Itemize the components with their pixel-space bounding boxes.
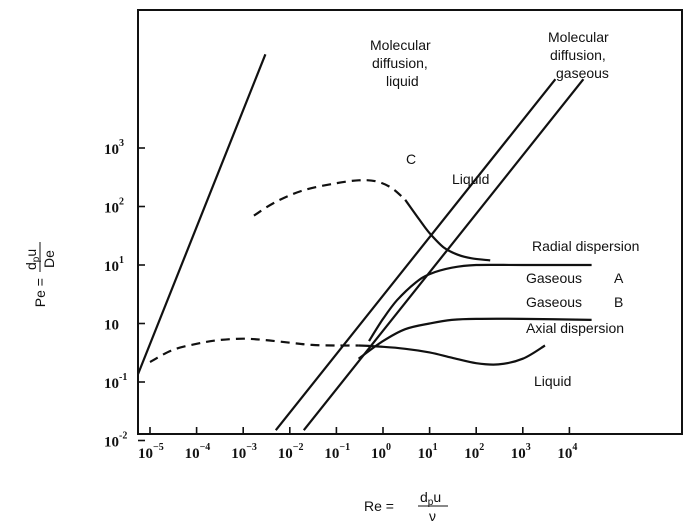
y-tick-labels: 103 102 101 10 10-1 10-2 [104, 138, 127, 451]
annotation-mol-liquid-1: Molecular [370, 37, 431, 53]
curve-axial-gaseous [357, 317, 592, 360]
annotation-mol-liquid-2: diffusion, [372, 55, 428, 71]
curve-axial-liquid [149, 337, 359, 363]
plot-frame [137, 9, 683, 435]
x-tick-label-5: 100 [371, 442, 391, 462]
x-tick-label-3: 10−2 [278, 442, 304, 462]
annotations: Molecular diffusion, liquid Molecular diffus… [370, 29, 639, 389]
x-tick-label-9: 104 [557, 442, 577, 462]
curves [138, 53, 592, 431]
x-tick-label-1: 10−4 [185, 442, 211, 462]
y-label-numerator: dpu [23, 249, 42, 270]
x-tick-label-2: 10−3 [231, 442, 257, 462]
annotation-mol-liquid-3: liquid [386, 73, 419, 89]
annotation-gaseous-b: Gaseous [526, 294, 582, 310]
x-axis-label: Re = dpu ν [364, 489, 448, 524]
y-tick-label-5: 10-2 [104, 431, 127, 451]
curve-radial-liquid [253, 179, 406, 217]
y-tick-label-3: 10 [104, 318, 119, 334]
curve-axial-liquid-tail [358, 344, 546, 366]
curve-radial-liquid-drop [404, 199, 491, 262]
curve-radial-gaseous [368, 263, 592, 342]
annotation-a: A [614, 270, 624, 286]
x-label-denominator: ν [429, 508, 436, 524]
x-label-numerator: dpu [420, 489, 441, 508]
y-axis-label: Pe = dpu De [23, 242, 57, 307]
annotation-mol-gas-2: diffusion, [550, 47, 606, 63]
y-tick-label-2: 101 [104, 255, 124, 275]
y-tick-label-0: 103 [104, 138, 124, 158]
x-tick-label-7: 102 [464, 442, 484, 462]
x-tick-label-4: 10−1 [324, 442, 350, 462]
y-label-denominator: De [41, 250, 57, 268]
x-tick-label-0: 10−5 [138, 442, 164, 462]
x-label-prefix: Re = [364, 498, 394, 514]
axis-ticks [138, 147, 571, 442]
annotation-mol-gas-1: Molecular [548, 29, 609, 45]
annotation-radial: Radial dispersion [532, 238, 639, 254]
annotation-axial: Axial dispersion [526, 320, 624, 336]
annotation-liquid-top: Liquid [452, 171, 489, 187]
curve-mol-gas-2 [302, 78, 585, 431]
y-tick-label-4: 10-1 [104, 372, 127, 392]
curve-mol-gas-1 [274, 78, 557, 431]
y-tick-label-1: 102 [104, 197, 124, 217]
annotation-c: C [406, 151, 416, 167]
annotation-gaseous-a: Gaseous [526, 270, 582, 286]
x-tick-labels: 10−5 10−4 10−3 10−2 10−1 100 101 102 103 104 [138, 442, 577, 462]
curve-mol-liquid [138, 53, 267, 378]
annotation-b: B [614, 294, 623, 310]
x-tick-label-6: 101 [418, 442, 438, 462]
annotation-liquid-bottom: Liquid [534, 373, 571, 389]
y-label-prefix: Pe = [32, 278, 48, 307]
x-tick-label-8: 103 [511, 442, 531, 462]
annotation-mol-gas-3: gaseous [556, 65, 609, 81]
